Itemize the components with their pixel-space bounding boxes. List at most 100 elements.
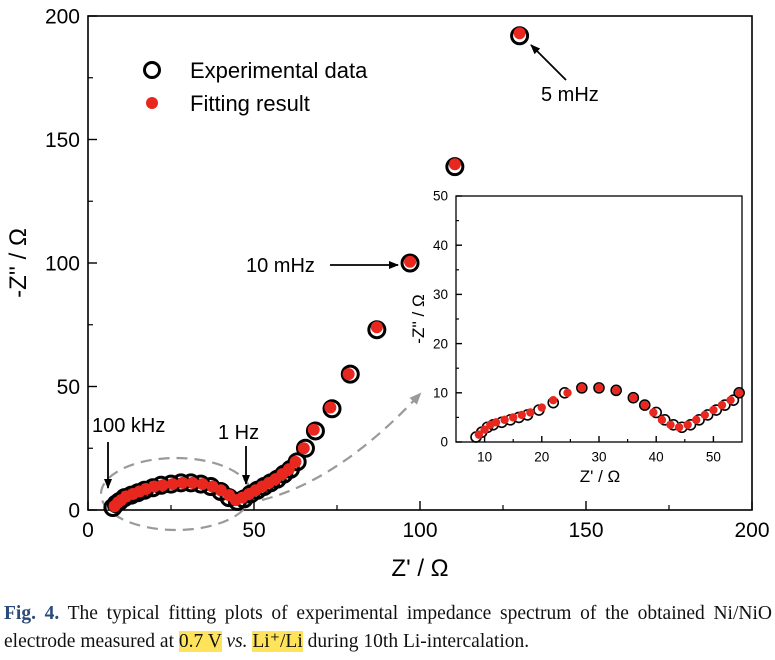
- inset-y-tick-label: 0: [440, 435, 448, 450]
- main-fitting-point: [289, 455, 302, 468]
- legend-label-fitting: Fitting result: [190, 91, 310, 116]
- inset-fitting-point: [491, 418, 501, 427]
- inset-fitting-point: [649, 408, 658, 417]
- inset-y-tick-label: 50: [433, 189, 448, 204]
- legend-label-experimental: Experimental data: [190, 58, 368, 83]
- main-fitting-point: [176, 476, 189, 489]
- inset-x-tick-label: 40: [649, 450, 664, 465]
- main-x-tick-label: 50: [242, 519, 265, 542]
- main-x-tick-label: 0: [82, 519, 94, 542]
- main-fitting-point: [324, 401, 337, 414]
- annotation-5mhz: 5 mHz: [541, 84, 599, 106]
- inset-y-axis-label: -Z'' / Ω: [409, 294, 428, 343]
- main-fitting-point: [370, 321, 383, 334]
- caption-vs: vs.: [226, 631, 248, 652]
- caption-text-1: The typical fitting plots of experimenta…: [4, 603, 772, 652]
- annotation-5mhz-arrow: [530, 44, 567, 81]
- main-x-tick-label: 100: [402, 519, 437, 542]
- main-experimental-point: [340, 364, 360, 384]
- main-experimental-point: [295, 438, 315, 458]
- inset-fitting-point: [674, 423, 684, 432]
- main-x-tick-label: 150: [568, 519, 603, 542]
- main-y-tick-label: 50: [57, 376, 80, 399]
- inset-x-tick-label: 20: [534, 450, 549, 465]
- inset-y-tick-label: 20: [433, 336, 448, 351]
- main-fitting-point: [186, 476, 199, 489]
- inset-fitting-point: [717, 400, 727, 410]
- inset-y-tick-label: 40: [433, 238, 448, 253]
- inset-y-tick-label: 10: [433, 386, 448, 401]
- main-fitting-point: [342, 368, 355, 381]
- inset-experimental-point: [627, 391, 640, 404]
- caption-highlight-voltage: 0.7 V: [178, 631, 222, 652]
- main-fitting-point: [404, 255, 417, 268]
- main-y-tick-label: 0: [68, 499, 80, 522]
- inset-x-axis-label: Z' / Ω: [580, 467, 621, 486]
- inset-fitting-point: [700, 410, 710, 420]
- main-y-axis-label: -Z'' / Ω: [5, 228, 32, 298]
- inset-fitting-point: [683, 420, 692, 429]
- main-experimental-point: [305, 421, 325, 441]
- inset-fitting-point: [474, 430, 484, 439]
- main-y-tick-label: 150: [45, 129, 80, 152]
- inset-fitting-point: [480, 425, 489, 434]
- inset-x-tick-label: 50: [706, 450, 721, 465]
- main-x-axis-label: Z' / Ω: [391, 555, 448, 582]
- main-fitting-point: [156, 479, 169, 492]
- inset-experimental-point: [638, 399, 651, 411]
- figure-caption: Fig. 4. The typical fitting plots of exp…: [4, 600, 772, 656]
- main-experimental-point: [400, 253, 420, 273]
- zoom-connector-arrow: [261, 392, 422, 502]
- annotation-10mhz: 10 mHz: [246, 255, 315, 277]
- legend-marker-fitting: [146, 97, 158, 109]
- inset-fitting-point: [526, 408, 535, 417]
- inset-fitting-point: [734, 388, 744, 397]
- inset-fitting-point: [549, 395, 558, 405]
- inset-fitting-point: [657, 415, 667, 425]
- inset-y-tick-label: 30: [433, 287, 448, 302]
- main-data-series: [103, 26, 530, 518]
- inset-x-tick-label: 30: [591, 450, 606, 465]
- caption-label: Fig. 4.: [4, 603, 60, 624]
- inset-fitting-point: [666, 420, 675, 429]
- inset-experimental-point: [610, 384, 622, 397]
- inset-fitting-point: [577, 383, 587, 393]
- inset-tick-labels: 10 20 30 40 50 0 10 20 30 40 50: [433, 189, 721, 465]
- inset-fitting-point: [640, 400, 649, 410]
- inset-fitting-point: [611, 386, 621, 395]
- main-experimental-point: [322, 399, 342, 419]
- inset-experimental-point: [576, 382, 588, 394]
- inset-ticks: [456, 195, 715, 443]
- main-fitting-point: [196, 478, 209, 491]
- main-fitting-point: [448, 158, 461, 171]
- legend-marker-experimental: [143, 61, 161, 79]
- inset-fitting-point: [517, 410, 526, 420]
- inset-fitting-point: [509, 413, 518, 422]
- inset-fitting-point: [563, 388, 572, 397]
- annotation-100khz: 100 kHz: [92, 415, 165, 437]
- main-y-tick-label: 100: [45, 252, 80, 275]
- inset-fitting-point: [692, 415, 701, 425]
- main-x-tick-label: 200: [734, 519, 769, 542]
- inset-fitting-point: [709, 405, 718, 415]
- inset-fitting-point: [537, 403, 546, 412]
- inset-data-series: [470, 382, 745, 443]
- main-ticks: [87, 15, 753, 511]
- annotation-1hz: 1 Hz: [218, 422, 259, 444]
- caption-highlight-reference: Li⁺/Li: [252, 631, 303, 652]
- legend: Experimental data Fitting result: [143, 58, 368, 116]
- main-fitting-point: [297, 442, 310, 455]
- inset-fitting-point: [500, 415, 509, 425]
- main-fitting-point: [513, 27, 526, 40]
- main-fitting-point: [166, 478, 179, 491]
- inset-x-tick-label: 10: [477, 450, 492, 465]
- caption-text-2: during 10th Li-intercalation.: [302, 631, 530, 652]
- main-y-tick-label: 200: [45, 5, 80, 28]
- inset-fitting-point: [594, 383, 604, 393]
- inset-experimental-point: [593, 382, 605, 394]
- main-fitting-point: [307, 423, 320, 436]
- main-experimental-point: [287, 452, 307, 472]
- inset-fitting-point: [726, 395, 735, 405]
